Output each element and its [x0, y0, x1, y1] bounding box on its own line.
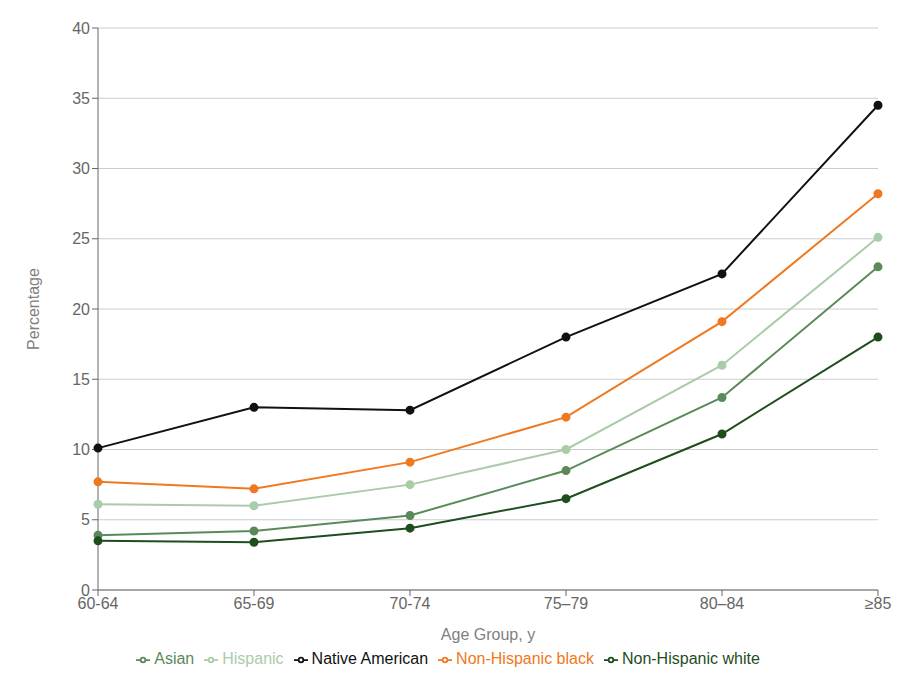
svg-text:10: 10: [72, 441, 90, 458]
svg-text:Percentage: Percentage: [25, 268, 42, 350]
html-text:Non-Hispanic white: Non-Hispanic white: [621, 650, 760, 667]
svg-text:Age Group, y: Age Group, y: [441, 626, 535, 643]
html-text:Hispanic: Hispanic: [222, 650, 284, 667]
html-text:Asian: Asian: [154, 650, 195, 667]
html-text:Native American: Native American: [311, 650, 429, 667]
svg-text:35: 35: [72, 90, 90, 107]
svg-text:25: 25: [72, 230, 90, 247]
svg-text:70-74: 70-74: [390, 595, 431, 612]
svg-text:15: 15: [72, 371, 90, 388]
svg-text:75–79: 75–79: [544, 595, 589, 612]
svg-text:80–84: 80–84: [700, 595, 745, 612]
html-text:Non-Hispanic black: Non-Hispanic black: [456, 650, 594, 667]
svg-text:20: 20: [72, 301, 90, 318]
svg-text:60-64: 60-64: [77, 595, 119, 613]
svg-text:0: 0: [81, 582, 90, 599]
svg-text:30: 30: [72, 160, 90, 177]
svg-text:≥85: ≥85: [865, 595, 892, 612]
svg-text:65-69: 65-69: [234, 595, 275, 612]
svg-text:5: 5: [81, 511, 90, 528]
svg-text:40: 40: [72, 20, 90, 37]
